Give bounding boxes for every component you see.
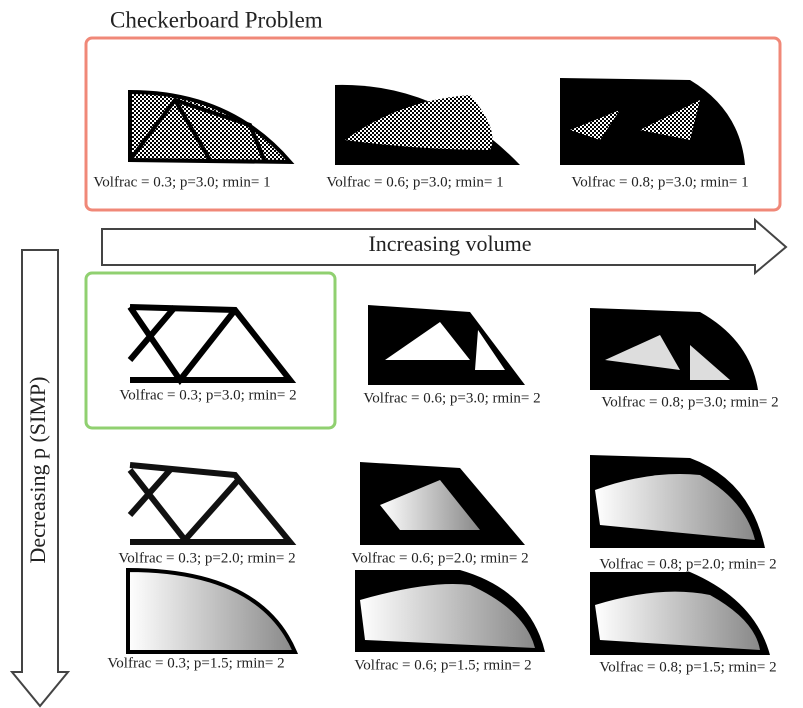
caption: Volfrac = 0.6; p=3.0; rmin= 1: [326, 174, 503, 190]
caption: Volfrac = 0.8; p=2.0; rmin= 2: [599, 556, 776, 572]
caption: Volfrac = 0.3; p=2.0; rmin= 2: [118, 550, 295, 566]
caption: Volfrac = 0.3; p=3.0; rmin= 2: [119, 387, 296, 403]
structure-image: [130, 92, 290, 162]
structure-image: [560, 78, 745, 165]
structure-image: [130, 465, 290, 542]
structure-image: [590, 572, 770, 655]
caption: Volfrac = 0.8; p=3.0; rmin= 1: [571, 174, 748, 190]
arrow-label: Increasing volume: [368, 231, 531, 256]
highlight-box: [86, 273, 335, 428]
structure-image: [335, 85, 520, 165]
structure-image: [355, 570, 545, 652]
structure-image: [130, 307, 290, 380]
caption: Volfrac = 0.3; p=1.5; rmin= 2: [107, 655, 284, 671]
caption: Volfrac = 0.6; p=2.0; rmin= 2: [351, 550, 528, 566]
structure-image: [590, 455, 765, 548]
structure-image: [360, 462, 525, 545]
caption: Volfrac = 0.6; p=1.5; rmin= 2: [354, 657, 531, 673]
caption: Volfrac = 0.8; p=1.5; rmin= 2: [599, 659, 776, 675]
structure-image: [128, 570, 295, 652]
title: Checkerboard Problem: [110, 7, 323, 32]
caption: Volfrac = 0.6; p=3.0; rmin= 2: [363, 390, 540, 406]
caption: Volfrac = 0.8; p=3.0; rmin= 2: [601, 394, 778, 410]
arrow-label: Decreasing p (SIMP): [25, 377, 50, 564]
figure: Checkerboard Problem Volfrac = 0.3; p=3.…: [0, 0, 803, 708]
structure-image: [368, 305, 525, 385]
caption: Volfrac = 0.3; p=3.0; rmin= 1: [93, 174, 270, 190]
structure-image: [590, 308, 758, 390]
